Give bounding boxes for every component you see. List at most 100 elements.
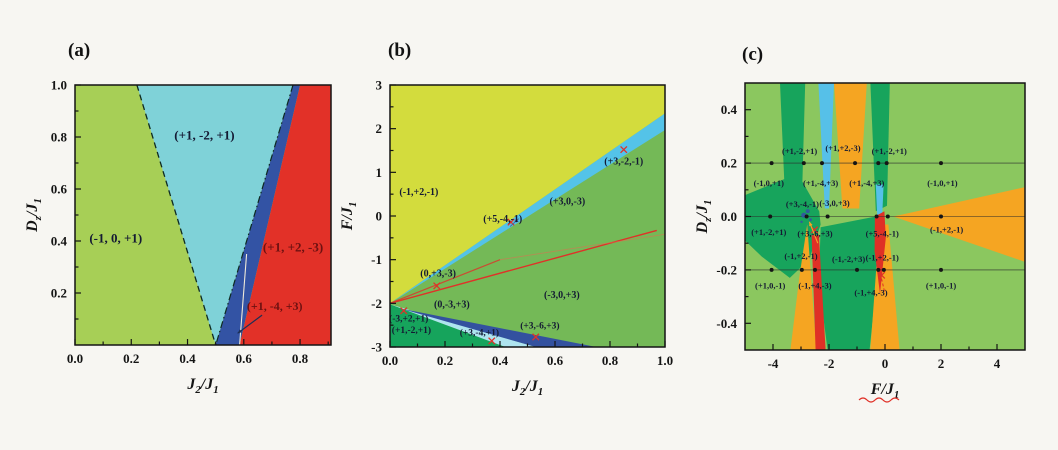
x-marker (877, 271, 886, 279)
data-dot (769, 161, 774, 166)
x-tick-label: 0.4 (492, 353, 509, 368)
y-tick-label: -0.4 (716, 316, 737, 331)
scribble-blob (805, 209, 810, 214)
phase-label: (-1, 0, +1) (89, 230, 142, 245)
phase-label: (+1,-2,+1) (872, 146, 907, 156)
data-dot (939, 267, 943, 272)
x-marker (433, 282, 441, 290)
phase-label: (-1,-2,+3) (832, 254, 865, 264)
y-tick-label: 0.4 (721, 102, 738, 117)
phase-label: (+1,0,-1) (926, 281, 957, 291)
phase-label: (+1,-2,+1) (751, 227, 786, 237)
phase-label: (0,+3,-3) (420, 268, 456, 279)
y-tick-label: 1.0 (51, 78, 67, 93)
phase-label: (+1,-4,+3) (803, 178, 838, 188)
phase-label: (-3,0,+3) (544, 290, 580, 301)
y-tick-label: 0 (376, 209, 383, 224)
phase-region (790, 224, 817, 350)
x-tick-label: 0.6 (236, 351, 253, 366)
data-dot (804, 214, 809, 219)
x-tick-label: -2 (824, 356, 835, 371)
x-marker (620, 145, 628, 154)
data-dot (881, 267, 886, 272)
x-tick-label: 0.6 (547, 353, 564, 368)
phase-label: (-3,+2,+1) (389, 314, 428, 325)
phase-label: (+1, +2, -3) (263, 239, 323, 254)
x-tick-label: 0.0 (67, 351, 83, 366)
y-axis-label: Dz/J1 (694, 200, 714, 235)
panel-c-tag: (c) (742, 44, 764, 65)
phase-region (390, 304, 506, 347)
data-dot (768, 214, 773, 219)
phase-label: (+3,-6,+3) (520, 321, 559, 332)
y-tick-label: -3 (371, 340, 382, 355)
x-tick-label: 0.0 (382, 353, 398, 368)
y-axis-label: F/J1 (339, 202, 359, 232)
data-dot (885, 214, 890, 219)
cyan-blue-phase-boundary (215, 85, 294, 345)
data-dot (876, 267, 881, 272)
x-tick-label: 2 (938, 356, 945, 371)
phase-label: (+3,0,-3) (550, 197, 586, 208)
panel-a-tag: (a) (68, 40, 91, 61)
panel-a-plot: (-1, 0, +1) (+1, -2, +1) (+1, +2, -3) (+1, … (24, 78, 332, 396)
phase-label: (+1, -4, +3) (247, 299, 303, 313)
phase-region (834, 83, 867, 209)
phase-label: (+1,0,-1) (755, 281, 786, 291)
y-tick-label: -0.2 (716, 262, 737, 277)
phase-label: (+1,-4,+3) (849, 178, 884, 188)
phase-region (811, 235, 826, 350)
phase-region (893, 187, 1025, 262)
phase-label: (+1,-2,+1) (392, 325, 431, 336)
x-tick-label: 0.2 (437, 353, 453, 368)
y-tick-label: 0.2 (51, 286, 67, 301)
panel-b-plot: (-1,+2,-1) (+5,-4,-1) (+3,-2,-1) (+3,0,-3) (… (339, 78, 673, 399)
phase-label: (+1,+2,-3) (825, 143, 860, 153)
y-tick-label: 2 (376, 121, 383, 136)
y-tick-label: 0.6 (51, 182, 68, 197)
x-tick-label: 0.2 (123, 351, 139, 366)
data-dot (876, 161, 881, 166)
y-tick-label: 0.4 (51, 234, 68, 249)
scribble-blob (800, 220, 803, 224)
phase-label: (+3,-2,-1) (604, 156, 643, 167)
data-dot (855, 267, 859, 272)
phase-label: (0,-3,+3) (434, 300, 470, 311)
x-tick-label: 1.0 (657, 353, 673, 368)
data-dot (820, 161, 824, 166)
y-tick-label: -1 (371, 252, 382, 267)
data-dot (939, 214, 943, 219)
y-tick-label: 1 (376, 165, 383, 180)
x-marker (488, 337, 496, 345)
annotation-arrow (877, 261, 885, 292)
phase-region (874, 211, 886, 294)
phase-label: (+1,-2,+1) (782, 146, 817, 156)
panel-b-tag: (b) (388, 40, 412, 61)
phase-region (870, 83, 890, 212)
phase-label: (-1,+2,-1) (784, 251, 817, 261)
x-marker (810, 226, 819, 234)
y-tick-label: 0.8 (51, 130, 68, 145)
phase-label: (-1,+4,-3) (854, 287, 887, 297)
data-dot (853, 161, 858, 166)
phase-label: (-1,+2,-1) (399, 187, 438, 198)
y-tick-label: 0.2 (721, 156, 737, 171)
scribble-blob (809, 218, 812, 222)
phase-label: (+3,-4,+1) (460, 328, 499, 339)
phase-label: (-1,+2,-1) (866, 253, 899, 263)
annotation-arrowhead (237, 329, 242, 334)
phase-region (136, 85, 293, 345)
data-dot (874, 214, 879, 219)
phase-region (215, 85, 301, 345)
phase-region (239, 85, 331, 345)
phase-region (818, 216, 882, 350)
y-tick-label: 3 (376, 78, 383, 93)
data-dot (825, 214, 830, 219)
x-axis-label: J2/J1 (186, 376, 218, 396)
phase-label: (+1, -2, +1) (174, 128, 234, 143)
phase-region (401, 308, 597, 347)
x-axis-label: J2/J1 (511, 378, 543, 398)
x-tick-label: 0 (882, 356, 889, 371)
annotation-arrowhead (876, 261, 881, 267)
phase-region (390, 113, 665, 304)
